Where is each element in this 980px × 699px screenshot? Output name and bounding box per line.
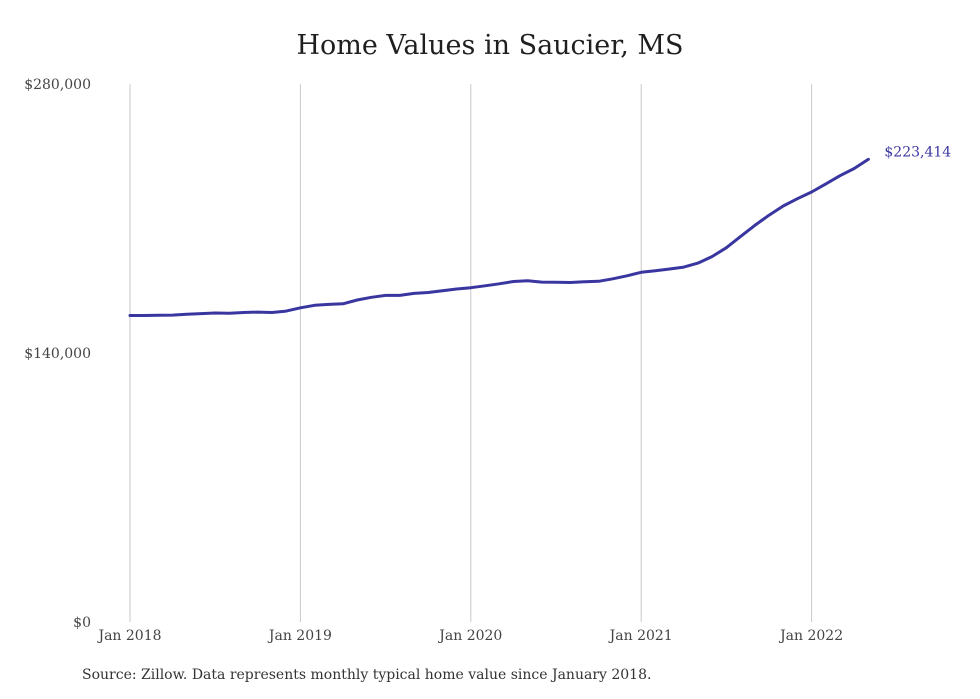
grid-lines (129, 84, 813, 622)
source-note: Source: Zillow. Data represents monthly … (82, 667, 652, 683)
x-tick-label: Jan 2018 (96, 628, 161, 644)
y-axis-tick-labels: $0 $140,000 $280,000 (24, 77, 91, 631)
y-tick-label: $0 (73, 615, 91, 631)
x-tick-label: Jan 2020 (437, 628, 502, 644)
series-layer: $223,414 (128, 144, 951, 317)
chart-title: Home Values in Saucier, MS (296, 30, 684, 61)
x-tick-label: Jan 2022 (778, 628, 843, 644)
series-line-0 (128, 157, 870, 317)
x-axis-tick-labels: Jan 2018 Jan 2019 Jan 2020 Jan 2021 Jan 2022 (96, 628, 843, 644)
y-tick-label: $140,000 (24, 346, 91, 362)
line-chart: $0$140,000$280,000 Jan 2018 Jan 2019 Jan 2… (24, 77, 951, 644)
x-tick-label: Jan 2021 (608, 628, 673, 644)
series-end-label: $223,414 (884, 144, 951, 160)
y-tick-label: $280,000 (24, 77, 91, 93)
x-tick-label: Jan 2019 (267, 628, 332, 644)
